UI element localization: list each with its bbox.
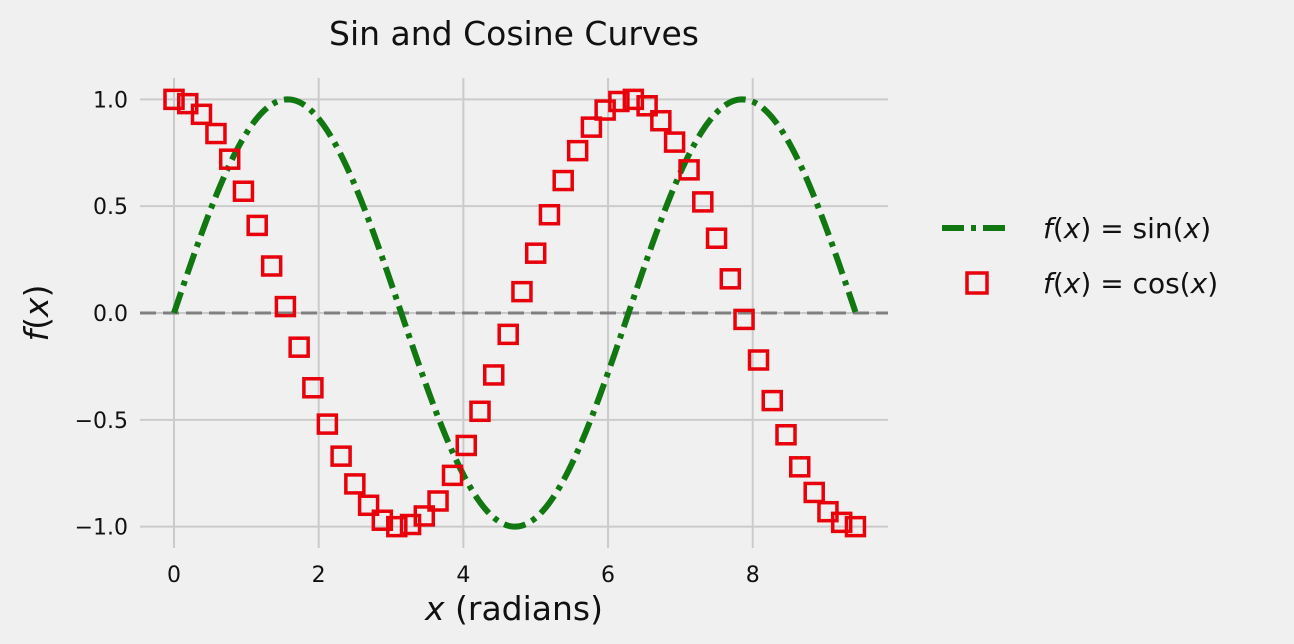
legend-sin-label: f(x) = sin(x) <box>1043 212 1211 245</box>
chart-title: Sin and Cosine Curves <box>329 14 699 53</box>
y-tick-label: 0.0 <box>93 302 128 327</box>
cos-point <box>302 377 324 399</box>
x-axis-label: x (radians) <box>424 589 603 628</box>
cos-point <box>316 413 339 435</box>
cos-point <box>788 456 811 478</box>
cos-point <box>218 148 241 170</box>
cos-point <box>386 515 408 538</box>
cos-point <box>775 424 797 446</box>
cos-point <box>232 180 255 202</box>
cos-point <box>650 109 672 132</box>
y-tick-label: −0.5 <box>75 409 128 434</box>
cos-point <box>330 445 352 467</box>
cos-point <box>580 116 603 138</box>
y-axis-label-var: x <box>17 297 56 318</box>
cos-point <box>190 103 213 126</box>
y-axis-label-close: ) <box>17 285 56 298</box>
tick-labels: 0 2 4 6 8 −1.0 −0.5 0.0 0.5 1.0 <box>75 88 760 588</box>
cos-point <box>441 464 464 487</box>
x-tick-label: 2 <box>312 563 326 588</box>
x-tick-label: 0 <box>167 563 181 588</box>
cos-point <box>455 434 478 457</box>
cos-point <box>552 169 574 192</box>
cos-point <box>678 159 700 181</box>
cos-point <box>566 139 589 162</box>
sin-series-line <box>171 96 859 530</box>
cos-point <box>747 349 770 371</box>
x-axis-label-rest: (radians) <box>445 589 603 628</box>
legend: f(x) = sin(x) f(x) = cos(x) <box>942 212 1218 300</box>
cos-point <box>371 509 394 531</box>
x-axis-label-var: x <box>424 589 445 628</box>
legend-cos-swatch <box>965 271 989 295</box>
cos-point <box>246 214 268 237</box>
cos-point <box>497 323 519 346</box>
cos-point <box>733 308 755 331</box>
x-tick-label: 4 <box>456 563 470 588</box>
y-tick-label: 1.0 <box>93 88 128 113</box>
cos-point <box>719 268 742 290</box>
cos-point <box>163 88 185 111</box>
cos-point <box>705 227 728 249</box>
cos-point <box>344 473 366 495</box>
cos-point <box>622 88 645 111</box>
cos-point <box>524 242 547 264</box>
cos-point <box>803 481 825 504</box>
y-axis-label: f(x) <box>17 285 56 342</box>
cos-point <box>830 511 853 534</box>
x-tick-label: 8 <box>746 563 760 588</box>
cos-point <box>469 400 491 423</box>
y-tick-label: 0.5 <box>93 195 128 220</box>
cos-point <box>636 95 658 117</box>
cos-point <box>608 90 630 113</box>
legend-cos-label: f(x) = cos(x) <box>1043 267 1218 300</box>
cos-point <box>692 191 714 213</box>
cos-point <box>205 122 227 145</box>
x-tick-label: 6 <box>601 563 615 588</box>
y-axis-label-open: ( <box>17 317 56 330</box>
cos-point <box>427 490 449 512</box>
cos-point <box>482 364 505 386</box>
y-tick-label: −1.0 <box>75 516 128 541</box>
cos-point <box>511 280 533 303</box>
cos-point <box>663 131 686 153</box>
cos-point <box>288 336 310 358</box>
series-layer <box>163 88 867 538</box>
cos-point <box>274 295 297 318</box>
cos-point <box>413 505 436 527</box>
cos-point <box>761 389 784 412</box>
cos-point <box>538 203 561 226</box>
cos-point <box>844 515 867 538</box>
cos-point <box>357 494 380 517</box>
cos-point <box>260 255 283 277</box>
